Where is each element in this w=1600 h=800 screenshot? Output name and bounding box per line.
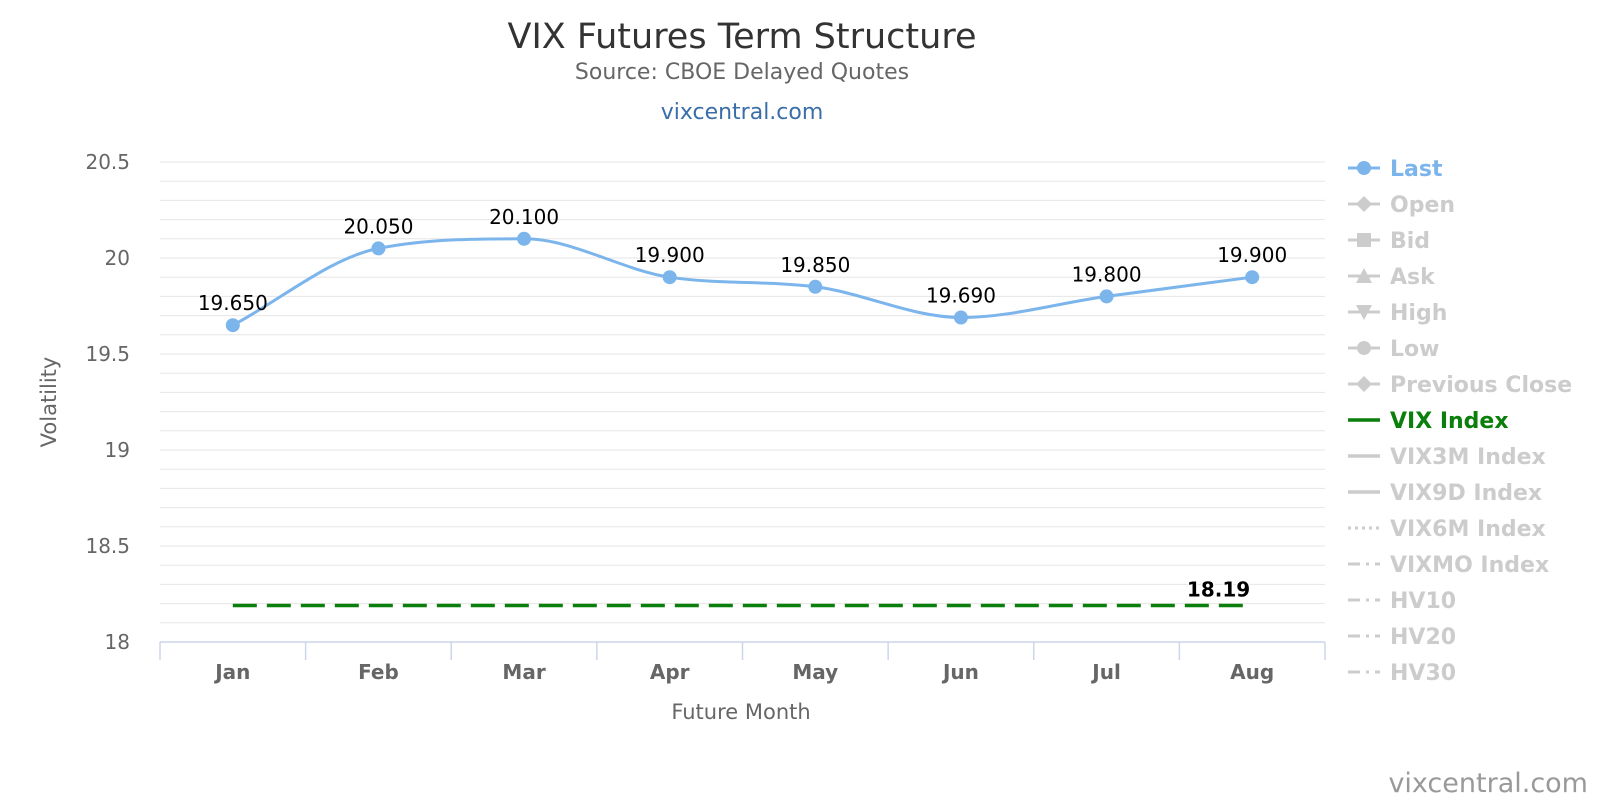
y-tick-label: 20 [105, 246, 130, 270]
last-series-point[interactable] [225, 318, 240, 333]
series-layer [225, 231, 1260, 608]
last-series-point[interactable] [808, 279, 823, 294]
last-series-point[interactable] [517, 231, 532, 246]
credits-link[interactable]: vixcentral.com [1388, 768, 1588, 799]
last-series-data-label: 19.650 [198, 291, 268, 315]
legend-item-low[interactable]: Low [1348, 337, 1439, 362]
legend-symbol-diamond [1356, 196, 1372, 212]
last-series-data-label: 19.900 [635, 243, 705, 267]
legend-label: Last [1390, 157, 1443, 182]
y-tick-label: 18 [105, 630, 130, 654]
last-series-data-label: 19.850 [780, 253, 850, 277]
legend-item-vix3m-index[interactable]: VIX3M Index [1348, 445, 1546, 470]
legend-symbol-triangle-down [1356, 305, 1372, 320]
last-series-point[interactable] [371, 241, 386, 256]
last-series-line [232, 237, 1253, 327]
legend-label: Bid [1390, 229, 1430, 254]
legend-item-hv30[interactable]: HV30 [1348, 661, 1456, 686]
legend-label: VIX9D Index [1390, 481, 1542, 506]
legend-symbol-square [1357, 233, 1371, 247]
x-tick-label: Jan [213, 660, 250, 684]
last-series-point[interactable] [662, 270, 677, 285]
legend-label: Previous Close [1390, 373, 1572, 398]
x-tick-label: Jul [1090, 660, 1121, 684]
legend-item-previous-close[interactable]: Previous Close [1348, 373, 1572, 398]
legend-label: Low [1390, 337, 1439, 362]
legend-label: VIX Index [1390, 409, 1509, 434]
last-series-data-label: 20.100 [489, 205, 559, 229]
legend-label: VIX6M Index [1390, 517, 1546, 542]
legend-item-ask[interactable]: Ask [1348, 265, 1436, 290]
y-tick-label: 19.5 [85, 342, 130, 366]
x-tick-label: May [792, 660, 838, 684]
vix-index-data-label: 18.19 [1187, 578, 1250, 602]
x-tick-label: Jun [941, 660, 979, 684]
y-axis-title: Volatility [37, 357, 61, 448]
last-series-point[interactable] [1099, 289, 1114, 304]
last-series-point[interactable] [953, 310, 968, 325]
legend-item-high[interactable]: High [1348, 301, 1447, 326]
legend-item-vixmo-index[interactable]: VIXMO Index [1348, 553, 1549, 578]
last-series-data-label: 20.050 [343, 214, 413, 238]
legend-symbol-circle [1357, 161, 1371, 175]
legend-symbol-triangle [1356, 268, 1372, 283]
x-axis: Jan Feb Mar Apr May Jun Jul Aug [159, 641, 1326, 684]
legend-label: HV30 [1390, 661, 1456, 686]
x-tick-label: Mar [502, 660, 545, 684]
x-tick-label: Apr [650, 660, 690, 684]
data-labels: 18.19 19.650 20.050 20.100 19.900 19.850 19.69… [198, 205, 1287, 603]
grid-lines [160, 161, 1325, 624]
x-axis-title: Future Month [671, 700, 810, 724]
legend-item-hv20[interactable]: HV20 [1348, 625, 1456, 650]
chart-title: VIX Futures Term Structure [508, 17, 977, 57]
legend: Last Open Bid Ask High Low Previous Close VIX I… [1348, 157, 1572, 686]
legend-label: VIX3M Index [1390, 445, 1546, 470]
legend-item-vix9d-index[interactable]: VIX9D Index [1348, 481, 1542, 506]
legend-label: Ask [1390, 265, 1436, 290]
legend-item-last[interactable]: Last [1348, 157, 1443, 182]
legend-label: Open [1390, 193, 1455, 218]
y-tick-label: 18.5 [85, 534, 130, 558]
last-series-data-label: 19.800 [1072, 262, 1142, 286]
legend-item-hv10[interactable]: HV10 [1348, 589, 1456, 614]
x-tick-label: Aug [1230, 660, 1274, 684]
chart-subtitle: Source: CBOE Delayed Quotes [575, 60, 909, 85]
legend-item-bid[interactable]: Bid [1348, 229, 1430, 254]
legend-label: HV20 [1390, 625, 1456, 650]
last-series-point[interactable] [1245, 270, 1260, 285]
last-series-data-label: 19.900 [1217, 243, 1287, 267]
legend-item-vix-index[interactable]: VIX Index [1348, 409, 1509, 434]
legend-label: High [1390, 301, 1447, 326]
legend-item-open[interactable]: Open [1348, 193, 1455, 218]
legend-label: HV10 [1390, 589, 1456, 614]
y-tick-label: 20.5 [85, 150, 130, 174]
x-tick-label: Feb [358, 660, 399, 684]
legend-label: VIXMO Index [1390, 553, 1549, 578]
y-axis: 18 18.5 19 19.5 20 20.5 [85, 150, 130, 654]
legend-symbol-circle [1357, 341, 1371, 355]
site-link[interactable]: vixcentral.com [661, 100, 824, 125]
legend-item-vix6m-index[interactable]: VIX6M Index [1348, 517, 1546, 542]
last-series-data-label: 19.690 [926, 284, 996, 308]
legend-symbol-diamond [1356, 376, 1372, 392]
y-tick-label: 19 [105, 438, 130, 462]
